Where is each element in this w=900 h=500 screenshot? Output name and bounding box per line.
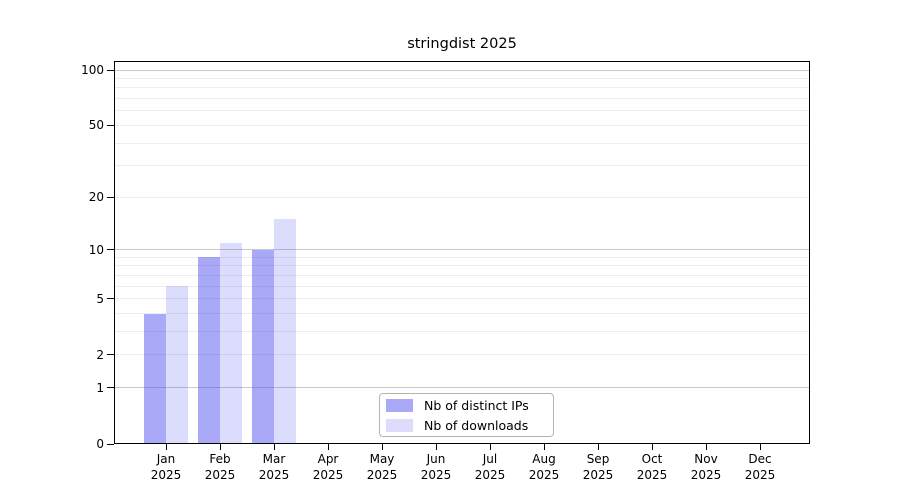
y-tick-2 (107, 354, 114, 356)
chart-title: stringdist 2025 (407, 36, 517, 52)
gridline-major-100 (114, 69, 810, 71)
gridline-minor-60 (114, 110, 810, 112)
legend-swatch-downloads (386, 418, 413, 432)
y-tick-label-20: 20 (88, 190, 104, 205)
gridline-minor-40 (114, 142, 810, 144)
x-tick-feb (219, 444, 221, 450)
x-tick-aug (543, 444, 545, 450)
x-tick-month-feb: Feb (209, 452, 231, 466)
gridline-minor-8 (114, 265, 810, 267)
gridline-major-1 (114, 387, 810, 389)
y-tick-label-50: 50 (88, 118, 104, 133)
x-tick-month-mar: Mar (262, 452, 286, 466)
x-tick-may (381, 444, 383, 450)
y-tick-100 (107, 69, 114, 71)
x-tick-year-sep: 2025 (582, 468, 614, 482)
gridline-minor-20 (114, 196, 810, 198)
x-tick-year-may: 2025 (366, 468, 398, 482)
x-tick-label-mar: Mar 2025 (244, 451, 304, 483)
y-tick-1 (107, 387, 114, 389)
y-tick-label-100: 100 (81, 63, 104, 77)
x-tick-label-aug: Aug 2025 (514, 451, 574, 483)
x-tick-oct (651, 444, 653, 450)
x-tick-label-jun: Jun 2025 (406, 451, 466, 483)
y-tick-0 (107, 443, 114, 445)
gridline-major-10 (114, 249, 810, 251)
gridline-minor-4 (114, 313, 810, 315)
x-tick-month-jan: Jan (156, 452, 176, 466)
gridline-minor-9 (114, 256, 810, 258)
y-tick-label-2: 2 (96, 347, 104, 362)
x-tick-month-nov: Nov (694, 452, 718, 466)
gridline-minor-80 (114, 87, 810, 89)
x-tick-year-jun: 2025 (420, 468, 452, 482)
bar-distinct-ips-jan (144, 313, 166, 444)
x-tick-jan (165, 444, 167, 450)
x-tick-year-jan: 2025 (150, 468, 182, 482)
x-tick-sep (597, 444, 599, 450)
x-tick-label-sep: Sep 2025 (568, 451, 628, 483)
y-tick-20 (107, 196, 114, 198)
x-tick-month-may: May (369, 452, 395, 466)
y-tick-50 (107, 124, 114, 126)
bar-downloads-jan (166, 286, 188, 444)
y-tick-label-10: 10 (88, 242, 104, 257)
y-tick-label-5: 5 (96, 291, 104, 306)
x-tick-apr (327, 444, 329, 450)
x-tick-label-jul: Jul 2025 (460, 451, 520, 483)
x-tick-jun (435, 444, 437, 450)
x-tick-label-dec: Dec 2025 (730, 451, 790, 483)
y-tick-label-0: 0 (96, 437, 104, 451)
x-tick-nov (705, 444, 707, 450)
legend-label-distinct-ips: Nb of distinct IPs (424, 397, 529, 413)
x-tick-year-apr: 2025 (312, 468, 344, 482)
x-tick-month-sep: Sep (586, 452, 610, 466)
bar-downloads-mar (274, 219, 296, 444)
x-tick-month-jul: Jul (482, 452, 498, 466)
gridline-minor-70 (114, 98, 810, 100)
x-tick-label-jan: Jan 2025 (136, 451, 196, 483)
x-tick-year-feb: 2025 (204, 468, 236, 482)
gridline-minor-6 (114, 285, 810, 287)
gridline-minor-2 (114, 354, 810, 356)
gridline-minor-90 (114, 77, 810, 79)
gridline-minor-50 (114, 124, 810, 126)
y-tick-label-1: 1 (96, 380, 104, 395)
x-tick-year-mar: 2025 (258, 468, 290, 482)
legend-item-downloads: Nb of downloads (386, 417, 545, 433)
bar-distinct-ips-feb (198, 257, 220, 444)
y-tick-5 (107, 298, 114, 300)
x-tick-dec (759, 444, 761, 450)
x-tick-year-oct: 2025 (636, 468, 668, 482)
legend-item-distinct-ips: Nb of distinct IPs (386, 397, 545, 413)
x-tick-year-aug: 2025 (528, 468, 560, 482)
bar-downloads-feb (220, 242, 242, 444)
x-tick-month-apr: Apr (317, 452, 339, 466)
x-tick-year-jul: 2025 (474, 468, 506, 482)
gridline-minor-5 (114, 298, 810, 300)
y-tick-10 (107, 249, 114, 251)
x-tick-month-aug: Aug (532, 452, 556, 466)
x-tick-label-may: May 2025 (352, 451, 412, 483)
x-tick-month-oct: Oct (641, 452, 663, 466)
x-tick-year-nov: 2025 (690, 468, 722, 482)
x-tick-month-dec: Dec (748, 452, 772, 466)
legend: Nb of distinct IPs Nb of downloads (379, 393, 554, 437)
legend-swatch-distinct-ips (386, 398, 413, 412)
bar-distinct-ips-mar (252, 249, 274, 444)
gridline-minor-30 (114, 165, 810, 167)
gridline-minor-7 (114, 274, 810, 276)
x-tick-label-oct: Oct 2025 (622, 451, 682, 483)
x-tick-label-apr: Apr 2025 (298, 451, 358, 483)
gridline-minor-3 (114, 331, 810, 333)
x-tick-mar (273, 444, 275, 450)
x-tick-year-dec: 2025 (744, 468, 776, 482)
x-tick-label-feb: Feb 2025 (190, 451, 250, 483)
x-tick-label-nov: Nov 2025 (676, 451, 736, 483)
x-tick-jul (489, 444, 491, 450)
legend-label-downloads: Nb of downloads (424, 417, 529, 433)
x-tick-month-jun: Jun (426, 452, 446, 466)
